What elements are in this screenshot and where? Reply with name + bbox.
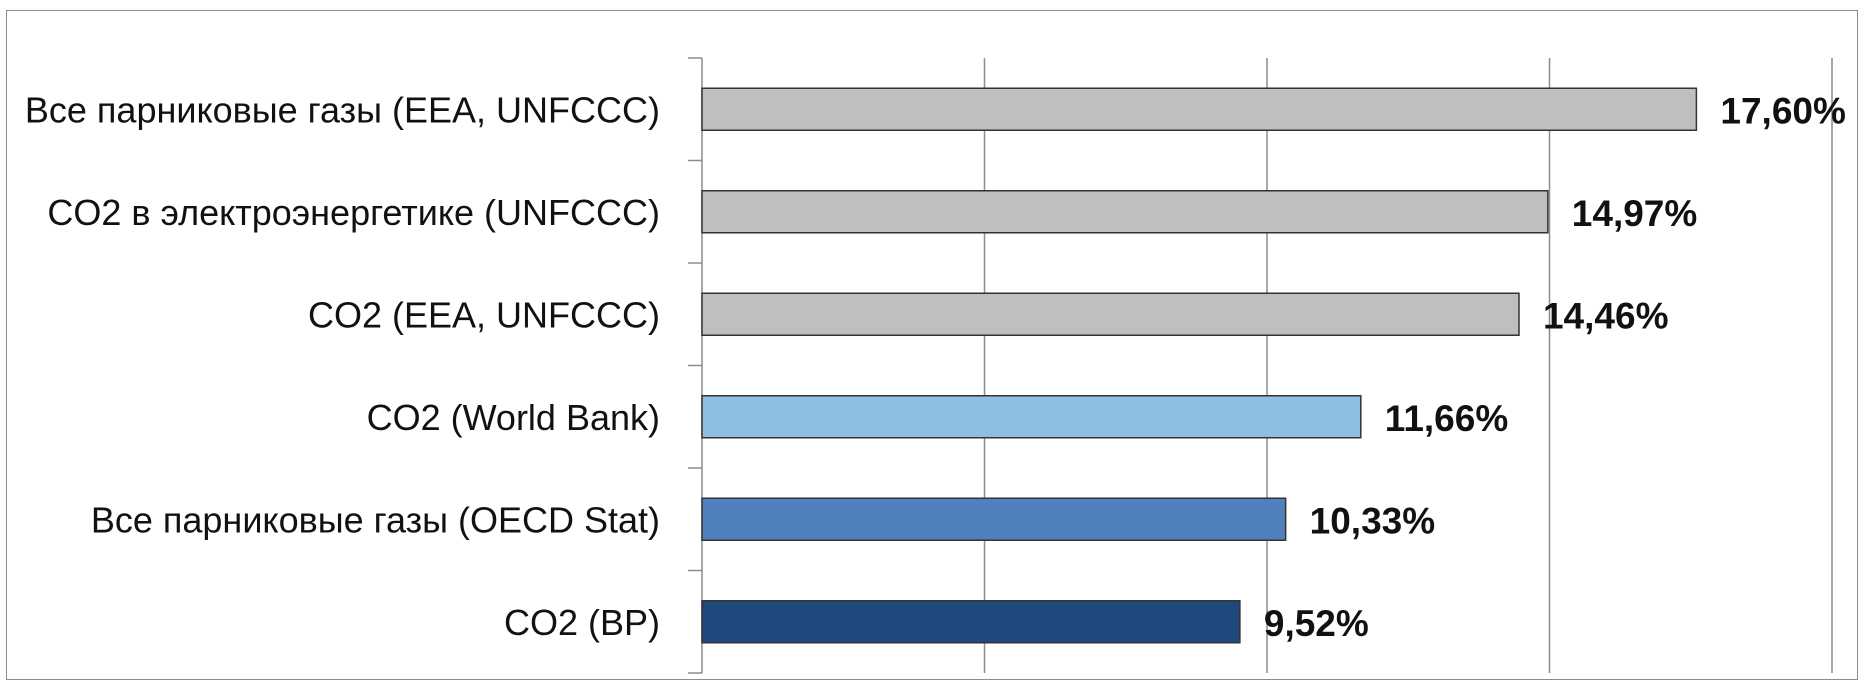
bar xyxy=(701,87,1698,131)
bar xyxy=(701,190,1549,234)
value-label: 14,97% xyxy=(1572,193,1698,234)
value-label: 11,66% xyxy=(1385,398,1508,439)
labels: Все парниковые газы (EEA, UNFCCC) 17,60% C… xyxy=(25,89,1846,644)
category-label: CO2 (World Bank) xyxy=(367,397,660,438)
value-label: 10,33% xyxy=(1310,500,1436,541)
category-label: Все парниковые газы (EEA, UNFCCC) xyxy=(25,89,660,130)
value-label: 17,60% xyxy=(1720,90,1846,131)
bar xyxy=(701,600,1241,644)
bar xyxy=(701,395,1362,439)
gridlines xyxy=(983,58,1833,673)
category-label: Все парниковые газы (OECD Stat) xyxy=(91,499,660,540)
category-axis xyxy=(688,57,703,674)
category-label: CO2 (EEA, UNFCCC) xyxy=(308,294,660,335)
bar xyxy=(701,497,1287,541)
bar xyxy=(701,292,1520,336)
category-label: CO2 (BP) xyxy=(504,602,660,643)
value-label: 14,46% xyxy=(1543,295,1669,336)
value-label: 9,52% xyxy=(1264,603,1369,644)
bars xyxy=(701,87,1698,644)
category-label: CO2 в электроэнергетике (UNFCCC) xyxy=(47,192,660,233)
